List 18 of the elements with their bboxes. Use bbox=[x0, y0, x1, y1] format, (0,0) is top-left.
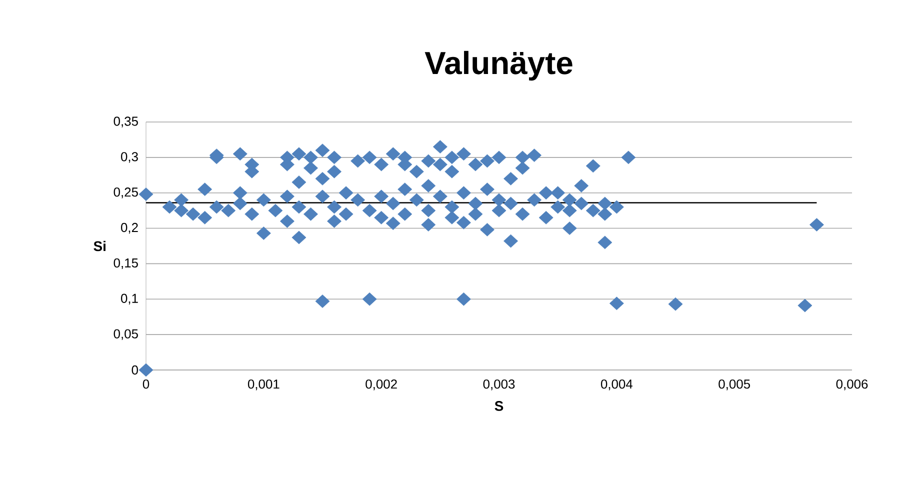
x-tick-label: 0,006 bbox=[836, 379, 868, 390]
y-tick-label: 0,35 bbox=[114, 116, 138, 128]
x-tick-label: 0,005 bbox=[718, 379, 750, 390]
x-tick-label: 0 bbox=[142, 379, 150, 389]
y-tick-label: 0 bbox=[132, 365, 138, 375]
y-tick-label: 0,25 bbox=[114, 188, 138, 198]
y-tick-label: 0,2 bbox=[120, 222, 138, 234]
y-tick-label: 0,05 bbox=[114, 329, 138, 340]
y-tick-label: 0,3 bbox=[120, 152, 138, 163]
x-tick-label: 0,004 bbox=[600, 379, 632, 390]
x-tick-label: 0,003 bbox=[483, 379, 515, 390]
y-tick-label: 0,1 bbox=[120, 294, 138, 304]
chart-title: Valunäyte bbox=[424, 50, 572, 81]
y-axis-title: Si bbox=[94, 240, 106, 252]
x-tick-label: 0,002 bbox=[366, 379, 397, 390]
x-axis-title: S bbox=[494, 401, 504, 411]
y-tick-label: 0,15 bbox=[114, 258, 138, 270]
x-tick-label: 0,001 bbox=[248, 379, 280, 390]
